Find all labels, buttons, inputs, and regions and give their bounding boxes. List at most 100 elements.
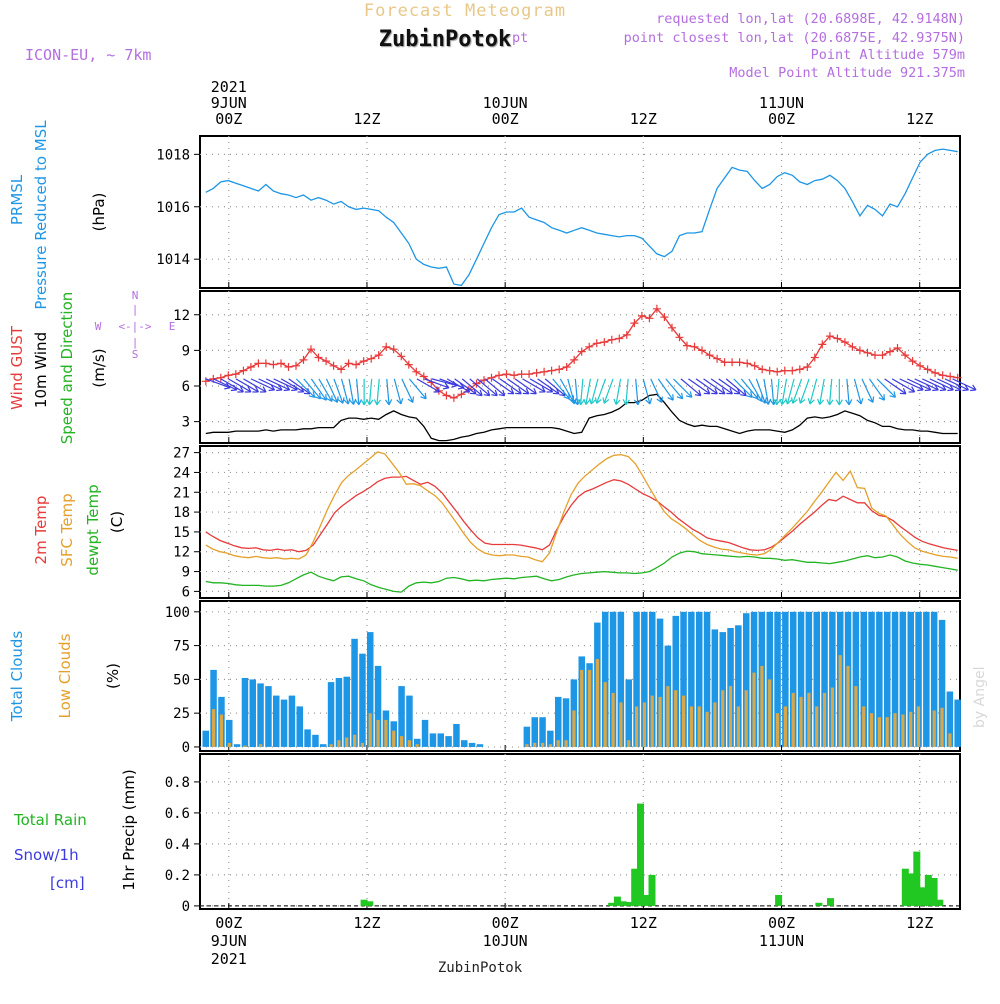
panel-label: Total Rain	[13, 811, 87, 829]
low-cloud-bar	[384, 720, 387, 747]
total-cloud-bar	[359, 654, 366, 747]
total-cloud-bar	[453, 724, 460, 747]
model-altitude: Model Point Altitude 921.375m	[729, 65, 965, 81]
y-tick-label: 6	[182, 379, 190, 395]
panel-label: Total Clouds	[8, 631, 26, 723]
total-cloud-bar	[351, 639, 358, 747]
low-cloud-bar	[345, 738, 348, 748]
panel-label: PRMSL	[8, 174, 26, 225]
y-tick-label: 50	[173, 672, 190, 688]
low-cloud-bar	[259, 744, 262, 747]
low-cloud-bar	[862, 706, 865, 747]
total-cloud-bar	[336, 678, 343, 747]
low-cloud-bar	[377, 720, 380, 747]
plot-frame	[200, 291, 960, 443]
y-tick-label: 25	[173, 706, 190, 722]
compass-west: W	[95, 320, 102, 333]
low-cloud-bar	[745, 690, 748, 747]
low-cloud-bar	[917, 706, 920, 747]
low-cloud-bar	[557, 740, 560, 747]
y-tick-label: 3	[182, 415, 190, 431]
total-cloud-bar	[430, 733, 437, 747]
low-cloud-bar	[768, 679, 771, 747]
bottom-axis-label: 11JUN	[759, 932, 804, 950]
low-cloud-bar	[604, 682, 607, 747]
y-tick-label: 1014	[156, 252, 190, 268]
low-cloud-bar	[706, 712, 709, 747]
bottom-axis-label: 10JUN	[483, 932, 528, 950]
top-time-axis: 20219JUN00Z 12Z10JUN00Z 12Z11JUN00Z 12Z	[211, 78, 934, 128]
total-cloud-bar	[406, 696, 413, 747]
total-cloud-bar	[524, 727, 531, 747]
low-cloud-bar	[839, 655, 842, 747]
low-cloud-bar	[870, 713, 873, 747]
point-altitude: Point Altitude 579m	[811, 47, 965, 63]
panel-label: SFC Temp	[58, 493, 76, 566]
y-tick-label: 6	[182, 584, 190, 600]
total-cloud-bar	[344, 677, 351, 747]
bottom-axis-label: 12Z	[353, 914, 380, 932]
total-cloud-bar	[563, 698, 570, 747]
total-cloud-bar	[461, 740, 468, 747]
y-tick-label: 0.2	[165, 868, 190, 884]
plot-frame	[200, 136, 960, 288]
low-cloud-bar	[361, 743, 364, 747]
panel-label: dewpt Temp	[84, 484, 102, 575]
low-cloud-bar	[752, 673, 755, 747]
station-title: ZubinPotok	[379, 27, 511, 52]
low-cloud-bar	[549, 744, 552, 747]
total-cloud-bar	[555, 697, 562, 747]
low-cloud-bar	[353, 735, 356, 747]
total-cloud-bar	[954, 700, 961, 747]
low-cloud-bar	[933, 711, 936, 748]
y-tick-label: 0.8	[165, 775, 190, 791]
bottom-axis-label: 12Z	[906, 914, 933, 932]
y-tick-label: 0.6	[165, 806, 190, 822]
y-tick-label: 9	[182, 343, 190, 359]
low-cloud-bar	[698, 706, 701, 747]
total-cloud-bar	[304, 729, 311, 747]
total-cloud-bar	[469, 743, 476, 747]
low-cloud-bar	[737, 706, 740, 747]
low-cloud-bar	[721, 690, 724, 747]
bottom-time-axis: 00Z9JUN202112Z 00Z10JUN12Z 00Z11JUN12Z	[211, 914, 934, 968]
low-cloud-bar	[408, 740, 411, 747]
panel-label: (m/s)	[90, 348, 108, 387]
wind-panel: 36912	[173, 291, 976, 443]
low-cloud-bar	[776, 713, 779, 747]
total-cloud-bar	[923, 612, 930, 747]
low-cloud-bar	[220, 715, 223, 747]
total-cloud-bar	[226, 720, 233, 747]
y-tick-label: 75	[173, 639, 190, 655]
low-cloud-bar	[525, 744, 528, 747]
low-cloud-bar	[940, 708, 943, 747]
credit-watermark: by Angel	[972, 667, 988, 728]
y-tick-label: 0	[182, 740, 190, 756]
low-cloud-bar	[713, 702, 716, 747]
low-cloud-bar	[807, 693, 810, 747]
low-cloud-bar	[886, 717, 889, 747]
low-cloud-bar	[760, 666, 763, 747]
low-cloud-bar	[893, 713, 896, 747]
precip-bar	[649, 875, 656, 906]
top-axis-label: 00Z	[492, 110, 519, 128]
plot-frame	[200, 446, 960, 598]
low-cloud-bar	[784, 706, 787, 747]
precip-bar	[815, 903, 822, 906]
y-tick-label: 27	[173, 446, 190, 462]
precip-bar	[936, 900, 943, 906]
total-cloud-bar	[438, 733, 445, 747]
top-axis-label: 12Z	[906, 110, 933, 128]
bottom-axis-label: 12Z	[630, 914, 657, 932]
panel-label: Snow/1h	[14, 846, 79, 864]
total-cloud-bar	[422, 720, 429, 747]
total-cloud-bar	[289, 696, 296, 747]
low-cloud-bar	[619, 702, 622, 747]
y-tick-label: 1016	[156, 200, 190, 216]
low-cloud-bar	[651, 696, 654, 747]
bottom-axis-label: 2021	[211, 950, 247, 968]
total-cloud-bar	[312, 735, 319, 747]
total-cloud-bar	[445, 736, 452, 747]
y-tick-label: 9	[182, 565, 190, 581]
low-cloud-bar	[815, 706, 818, 747]
